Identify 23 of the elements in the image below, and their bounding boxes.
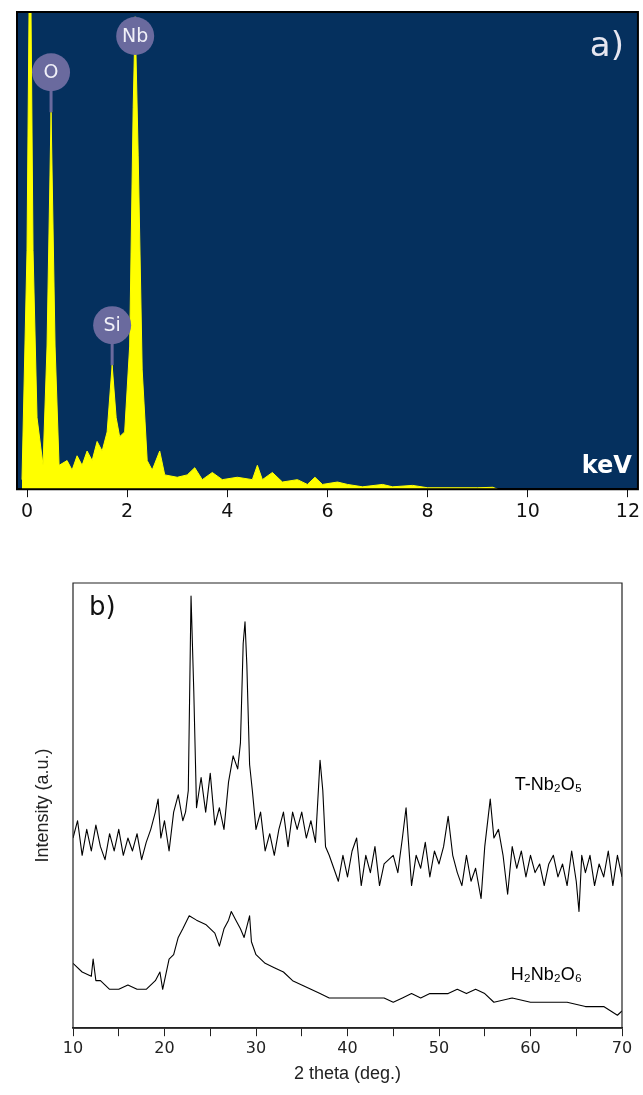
x-tick-label: 50 (428, 1037, 450, 1057)
annotation: O (43, 60, 59, 83)
x-tick-label: 12 (615, 498, 641, 521)
x-tick-label: 6 (321, 498, 334, 521)
x-tick-label: 8 (421, 498, 434, 521)
y-axis-title: Intensity (a.u.) (31, 748, 52, 863)
series-label: T-Nb₂O₅ (514, 774, 582, 795)
x-tick-label: 10 (62, 1037, 84, 1057)
annotation: Si (103, 313, 121, 336)
x-tick-label: 20 (154, 1037, 175, 1057)
x-tick-label: 40 (337, 1037, 358, 1057)
series-label: H₂Nb₂O₆ (510, 964, 582, 985)
x-axis-title: 2 theta (deg.) (293, 1063, 402, 1084)
x-tick-label: 70 (611, 1037, 633, 1057)
x-tick-label: 10 (515, 498, 540, 521)
x-tick-label: 30 (245, 1037, 267, 1057)
x-tick-label: 4 (221, 498, 234, 521)
x-axis-title: keV (581, 451, 633, 480)
x-tick-label: 0 (20, 498, 34, 521)
chart-title: b) (89, 590, 116, 621)
x-tick-label: 60 (520, 1037, 541, 1057)
chart-title: a) (589, 23, 624, 64)
x-tick-label: 2 (121, 498, 134, 521)
